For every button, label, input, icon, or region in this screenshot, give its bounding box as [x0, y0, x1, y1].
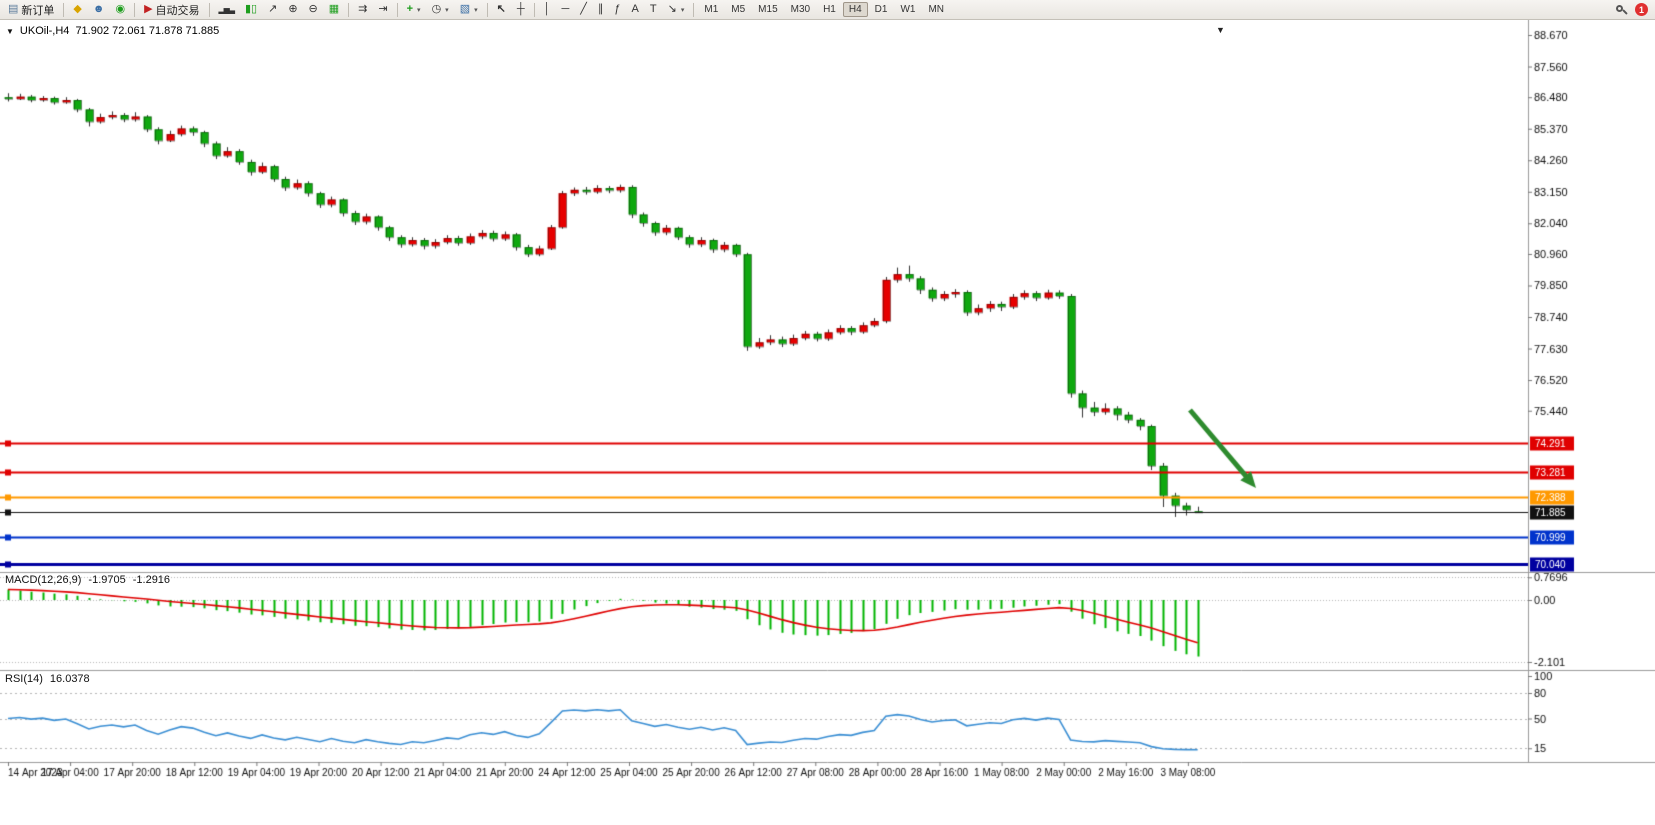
candlestick-icon: ▮▯ — [245, 3, 258, 15]
chevron-down-icon: ▾ — [445, 6, 449, 14]
one-click-trading-toggle-icon[interactable]: ▼ — [6, 26, 14, 36]
clock-icon: ◷ — [431, 3, 442, 15]
navigator-button[interactable]: ☻ — [88, 0, 110, 19]
arrows-tool-icon: ↘ — [667, 3, 677, 15]
chart-window: ▼ UKOil-,H4 71.902 72.061 71.878 71.885 … — [0, 20, 1655, 825]
toolbar-separator — [208, 2, 210, 17]
metaeditor-icon: ◆ — [73, 3, 82, 15]
bar-chart-mode-button[interactable]: ▂▅▃ — [214, 0, 239, 19]
rsi-value: 16.0378 — [49, 673, 90, 685]
timeframe-h4[interactable]: H4 — [842, 2, 868, 17]
templates-button[interactable]: ▧ ▾ — [455, 0, 483, 19]
cursor-tool-button[interactable]: ↖ — [492, 0, 511, 19]
vertical-line-icon: │ — [543, 3, 551, 15]
zoom-out-icon: ⊖ — [308, 3, 318, 15]
timeframe-m30[interactable]: M30 — [785, 2, 816, 17]
autotrading-label: 自动交易 — [155, 4, 200, 17]
toolbar-separator — [134, 2, 136, 17]
auto-scroll-icon: ⇉ — [358, 3, 368, 15]
chevron-down-icon: ▾ — [417, 6, 421, 14]
zoom-out-button[interactable]: ⊖ — [304, 0, 323, 19]
broadcast-icon: ◉ — [115, 3, 126, 15]
trendline-tool-button[interactable]: ╱ — [575, 0, 592, 19]
timeframe-w1[interactable]: W1 — [894, 2, 921, 17]
chart-ohlc-values: 71.902 72.061 71.878 71.885 — [75, 25, 220, 37]
text-tool-button[interactable]: A — [627, 0, 644, 19]
vertical-line-tool-button[interactable]: │ — [539, 0, 556, 19]
chart-window-title: ▼ UKOil-,H4 71.902 72.061 71.878 71.885 — [6, 25, 219, 37]
notification-badge[interactable]: 1 — [1635, 3, 1648, 16]
tile-windows-button[interactable]: ▦ — [324, 0, 344, 19]
timeframe-h1[interactable]: H1 — [817, 2, 842, 17]
toolbar-separator — [348, 2, 350, 17]
line-chart-mode-button[interactable]: ↗ — [263, 0, 282, 19]
search-icon — [1615, 3, 1629, 17]
arrows-tool-button[interactable]: ↘ ▾ — [663, 0, 690, 19]
toolbar-separator — [693, 2, 695, 17]
chevron-down-icon: ▾ — [680, 6, 685, 14]
periods-button[interactable]: ◷ ▾ — [427, 0, 454, 19]
crosshair-tool-button[interactable]: ┼ — [512, 0, 530, 19]
timeframe-mn[interactable]: MN — [922, 2, 950, 17]
broadcast-button[interactable]: ◉ — [110, 0, 130, 19]
toolbar-separator — [63, 2, 65, 17]
macd-name: MACD(12,26,9) — [5, 574, 82, 586]
rsi-name: RSI(14) — [5, 673, 43, 685]
template-icon: ▧ — [459, 3, 471, 15]
zoom-in-icon: ⊕ — [288, 3, 298, 15]
channel-tool-button[interactable]: ∥ — [593, 0, 609, 19]
fibonacci-tool-button[interactable]: ƒ — [609, 0, 625, 19]
chart-symbol-period: UKOil-,H4 — [19, 25, 70, 37]
tile-windows-icon: ▦ — [328, 3, 340, 15]
chart-shift-icon: ⇥ — [378, 3, 388, 15]
search-button[interactable] — [1610, 0, 1634, 19]
new-order-icon: ▤ — [8, 3, 19, 15]
autotrading-button[interactable]: ▶ 自动交易 — [139, 0, 204, 19]
new-order-button[interactable]: ▤ 新订单 — [3, 0, 59, 19]
candlestick-mode-button[interactable]: ▮▯ — [240, 0, 262, 19]
channel-icon: ∥ — [597, 3, 604, 15]
horizontal-line-icon: ─ — [561, 3, 570, 15]
fibonacci-icon: ƒ — [614, 3, 621, 15]
trendline-icon: ╱ — [580, 3, 587, 15]
chart-canvas[interactable] — [0, 20, 1655, 825]
indicators-icon: + — [406, 3, 414, 15]
rsi-indicator-label: RSI(14) 16.0378 — [5, 673, 90, 685]
main-toolbar: ▤ 新订单 ◆ ☻ ◉ ▶ 自动交易 ▂▅▃ ▮▯ ↗ ⊕ ⊖ ▦ ⇉ ⇥ + … — [0, 0, 1655, 20]
chart-shift-button[interactable]: ⇥ — [373, 0, 392, 19]
timeframe-m5[interactable]: M5 — [725, 2, 751, 17]
text-tool-icon: A — [631, 3, 639, 15]
toolbar-separator — [533, 2, 535, 17]
horizontal-line-tool-button[interactable]: ─ — [557, 0, 575, 19]
search-icon-glass — [1616, 4, 1623, 12]
indicators-button[interactable]: + ▾ — [402, 0, 426, 19]
toolbar-separator — [396, 2, 398, 17]
macd-main-value: -1.9705 — [88, 574, 126, 586]
label-tool-button[interactable]: T — [645, 0, 662, 19]
toolbar-separator — [486, 2, 488, 17]
cursor-icon: ↖ — [496, 3, 506, 15]
macd-indicator-label: MACD(12,26,9) -1.9705 -1.2916 — [5, 574, 170, 586]
chevron-down-icon: ▾ — [474, 6, 478, 14]
autotrading-icon: ▶ — [144, 3, 153, 15]
metaeditor-button[interactable]: ◆ — [68, 0, 86, 19]
line-chart-icon: ↗ — [268, 3, 278, 15]
zoom-in-button[interactable]: ⊕ — [283, 0, 302, 19]
search-icon-handle — [1622, 8, 1628, 15]
timeframe-d1[interactable]: D1 — [869, 2, 894, 17]
chart-shift-marker-icon[interactable]: ▼ — [1216, 25, 1225, 35]
macd-signal-value: -1.2916 — [132, 574, 171, 586]
bar-chart-icon: ▂▅▃ — [218, 4, 236, 14]
auto-scroll-button[interactable]: ⇉ — [353, 0, 372, 19]
timeframe-m1[interactable]: M1 — [698, 2, 724, 17]
new-order-label: 新订单 — [21, 4, 55, 17]
crosshair-icon: ┼ — [516, 3, 525, 15]
timeframe-m15[interactable]: M15 — [752, 2, 783, 17]
navigator-icon: ☻ — [92, 3, 105, 15]
label-tool-icon: T — [649, 3, 657, 15]
